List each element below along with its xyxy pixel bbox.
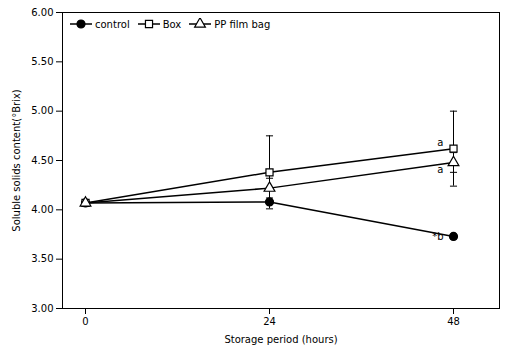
svg-text:6.00: 6.00 [31, 7, 53, 18]
svg-text:4.50: 4.50 [31, 155, 53, 166]
svg-text:5.50: 5.50 [31, 56, 53, 67]
svg-text:*b: *b [432, 231, 443, 242]
svg-text:a: a [437, 137, 443, 148]
svg-text:Storage period (hours): Storage period (hours) [224, 334, 337, 345]
html-text:Box: Box [162, 18, 182, 30]
svg-text:Soluble solids content(°Brix): Soluble solids content(°Brix) [11, 89, 22, 232]
svg-text:3.00: 3.00 [31, 303, 53, 314]
svg-text:3.50: 3.50 [31, 253, 53, 264]
svg-text:4.00: 4.00 [31, 204, 53, 215]
svg-text:5.00: 5.00 [31, 105, 53, 116]
svg-text:24: 24 [263, 316, 276, 327]
html-text:PP film bag: PP film bag [214, 18, 271, 30]
html-text:control: control [95, 18, 130, 30]
svg-text:48: 48 [447, 316, 460, 327]
svg-text:a: a [437, 164, 443, 175]
svg-text:0: 0 [82, 316, 88, 327]
